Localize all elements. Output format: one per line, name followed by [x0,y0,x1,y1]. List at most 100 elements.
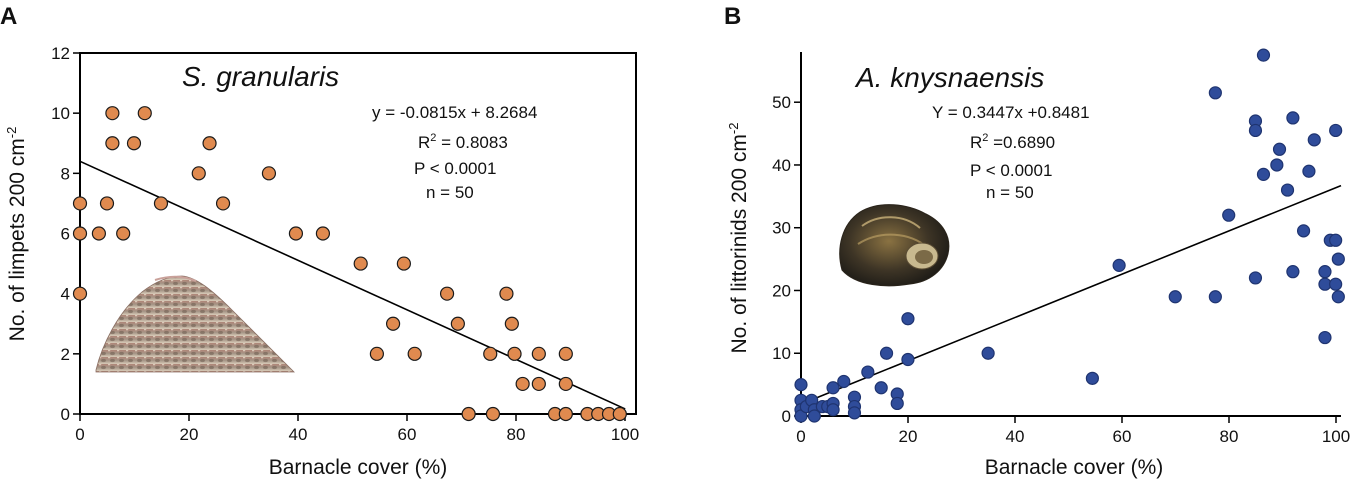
x-tick-label: 20 [180,425,199,444]
x-tick-label: 80 [1220,427,1239,446]
y-tick-label: 6 [61,225,70,244]
data-point [191,166,206,181]
data-point [72,286,88,301]
y-tick-label: 2 [61,345,70,364]
data-point [1248,123,1263,138]
y-axis-label-b: No. of littorinids 200 cm-2 [726,123,751,354]
x-axis-a: 0 20 40 60 80 100 [75,414,639,444]
x-tick-label: 100 [611,425,639,444]
x-tick-label: 60 [1113,427,1132,446]
data-point [507,346,522,361]
regression-line-a [79,160,626,410]
data-point [153,196,169,211]
r2-b: R2 =0.6890 [970,132,1055,152]
data-point [1286,111,1300,125]
x-tick-label: 0 [75,425,84,444]
data-point [1256,48,1271,62]
snail-illustration [839,204,950,287]
data-point [116,226,131,241]
data-point [612,406,627,422]
data-point [890,396,904,411]
y-axis-b: 0 10 20 30 40 50 [772,93,801,426]
data-point [1272,142,1287,156]
data-point [901,352,915,367]
data-point [504,316,519,331]
data-point [558,346,573,361]
regression-line [800,184,1342,405]
data-point [1318,265,1332,279]
panel-b-letter: B [724,3,741,30]
data-point [1331,252,1345,266]
regression-line-b [800,184,1342,405]
y-tick-label: 50 [772,93,791,112]
data-point [288,226,304,241]
data-point [407,346,422,361]
data-point [1222,208,1236,222]
data-point [105,106,120,121]
x-axis-label-b: Barnacle cover (%) [985,456,1164,479]
data-point [558,406,573,422]
panel-a-letter: A [0,3,17,30]
equation-b: Y = 0.3447x +0.8481 [932,103,1090,122]
chart-title-a: S. granularis [182,61,339,92]
data-point [137,106,152,121]
data-point [874,381,888,395]
n-value-a: n = 50 [426,183,474,202]
data-point [202,136,217,151]
y-tick-label: 8 [61,164,70,183]
data-point [1318,330,1332,345]
data-point [261,166,277,181]
data-point [1329,277,1343,291]
data-point [72,226,88,241]
data-point [531,346,546,361]
y-axis-label-a: No. of limpets 200 cm-2 [4,127,29,342]
data-point [353,256,368,271]
data-point [315,226,331,241]
data-point [794,378,808,392]
y-tick-label: 30 [772,219,791,238]
data-point [385,316,401,331]
data-point [1270,158,1284,172]
data-point [826,381,840,395]
y-tick-label: 10 [772,344,791,363]
data-point [450,316,465,331]
y-tick-label: 10 [51,104,70,123]
data-point [981,346,995,360]
data-point [531,376,546,392]
data-point [1286,265,1300,279]
y-tick-label: 20 [772,281,791,300]
data-point [1302,164,1316,178]
p-value-a: P < 0.0001 [414,159,496,178]
r2-a: R2 = 0.8083 [418,132,508,152]
data-point [1168,290,1182,304]
data-point [901,312,915,326]
y-tick-label: 40 [772,156,791,175]
x-tick-label: 40 [289,425,308,444]
panel-a: A 0 2 4 6 8 10 12 0 20 40 60 80 100 S. granularis y… [0,3,639,479]
data-point [879,346,894,360]
n-value-b: n = 50 [986,183,1034,202]
data-point [126,136,142,151]
x-tick-label: 0 [796,427,805,446]
data-point [1208,290,1222,304]
data-point [1307,133,1321,147]
data-point [1208,86,1222,100]
data-point [483,346,498,361]
panel-b: B 0 10 20 30 40 50 0 20 40 60 80 100 A. knysnaensi… [724,3,1350,479]
regression-line [79,160,626,410]
data-point [72,196,88,211]
data-point [1248,271,1263,285]
data-point [826,403,840,417]
data-point [369,346,384,361]
y-tick-label: 12 [51,44,70,63]
data-point [1329,233,1343,247]
data-point [1280,183,1295,197]
equation-a: y = -0.0815x + 8.2684 [372,103,537,122]
data-point [1331,290,1345,304]
data-points-b [794,48,1345,423]
x-tick-label: 40 [1006,427,1025,446]
data-point [837,374,851,389]
data-point [461,406,476,422]
data-point [91,226,106,241]
